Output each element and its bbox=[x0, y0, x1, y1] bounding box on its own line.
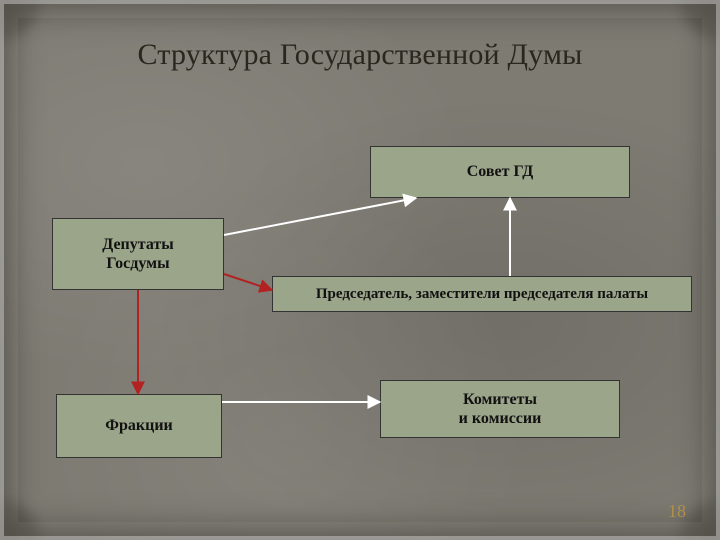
node-council: Совет ГД bbox=[370, 146, 630, 198]
node-label: Председатель, заместители председателя п… bbox=[316, 285, 648, 303]
page-title: Структура Государственной Думы bbox=[0, 38, 720, 72]
node-deputies: ДепутатыГосдумы bbox=[52, 218, 224, 290]
node-label: ДепутатыГосдумы bbox=[102, 235, 174, 273]
page-number: 18 bbox=[668, 501, 686, 522]
node-fractions: Фракции bbox=[56, 394, 222, 458]
node-label: Фракции bbox=[105, 416, 173, 435]
node-label: Комитетыи комиссии bbox=[459, 390, 542, 428]
node-chairman: Председатель, заместители председателя п… bbox=[272, 276, 692, 312]
node-committees: Комитетыи комиссии bbox=[380, 380, 620, 438]
node-label: Совет ГД bbox=[467, 162, 534, 181]
